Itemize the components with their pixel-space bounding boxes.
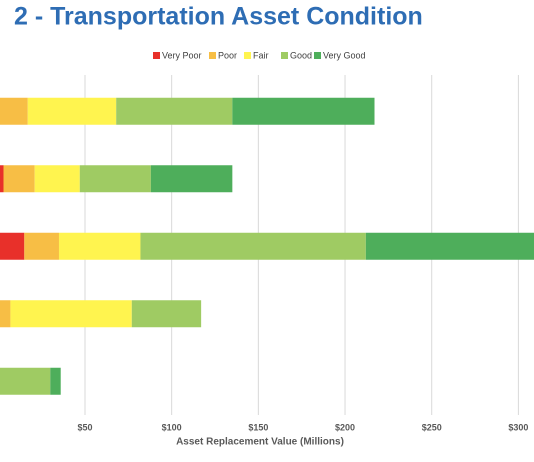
bar-segment bbox=[131, 300, 202, 328]
bar-segment bbox=[140, 232, 366, 260]
bar-segment bbox=[365, 232, 534, 260]
x-tick-label: $50 bbox=[77, 422, 92, 432]
x-tick-label: $200 bbox=[335, 422, 355, 432]
bar-segment bbox=[0, 232, 25, 260]
bar-segment bbox=[150, 165, 233, 193]
legend-swatch bbox=[153, 52, 160, 59]
x-tick-label: $250 bbox=[422, 422, 442, 432]
legend-swatch bbox=[281, 52, 288, 59]
legend-swatch bbox=[209, 52, 216, 59]
legend-swatch bbox=[314, 52, 321, 59]
bar-segment bbox=[0, 165, 4, 193]
x-axis-title: Asset Replacement Value (Millions) bbox=[176, 437, 344, 448]
bar-segment bbox=[0, 97, 28, 125]
bar-segment bbox=[34, 165, 80, 193]
bar-segment bbox=[116, 97, 233, 125]
bar-segment bbox=[27, 97, 117, 125]
legend-label: Poor bbox=[218, 50, 237, 60]
bar-segment bbox=[232, 97, 375, 125]
legend-swatch bbox=[244, 52, 251, 59]
chart-title: 2 - Transportation Asset Condition bbox=[14, 3, 423, 31]
x-tick-label: $150 bbox=[248, 422, 268, 432]
x-tick-label: $100 bbox=[162, 422, 182, 432]
bar-segment bbox=[79, 165, 151, 193]
bar-segment bbox=[3, 165, 35, 193]
legend-label: Fair bbox=[253, 50, 269, 60]
legend-label: Good bbox=[290, 50, 312, 60]
bar-segment bbox=[24, 232, 59, 260]
bar-segment bbox=[0, 300, 11, 328]
x-tick-label: $300 bbox=[508, 422, 528, 432]
bar-segment bbox=[0, 367, 51, 395]
bar-segment bbox=[58, 232, 141, 260]
bar-segment bbox=[50, 367, 61, 395]
legend-label: Very Poor bbox=[162, 50, 202, 60]
legend-label: Very Good bbox=[323, 50, 366, 60]
bar-segment bbox=[10, 300, 132, 328]
